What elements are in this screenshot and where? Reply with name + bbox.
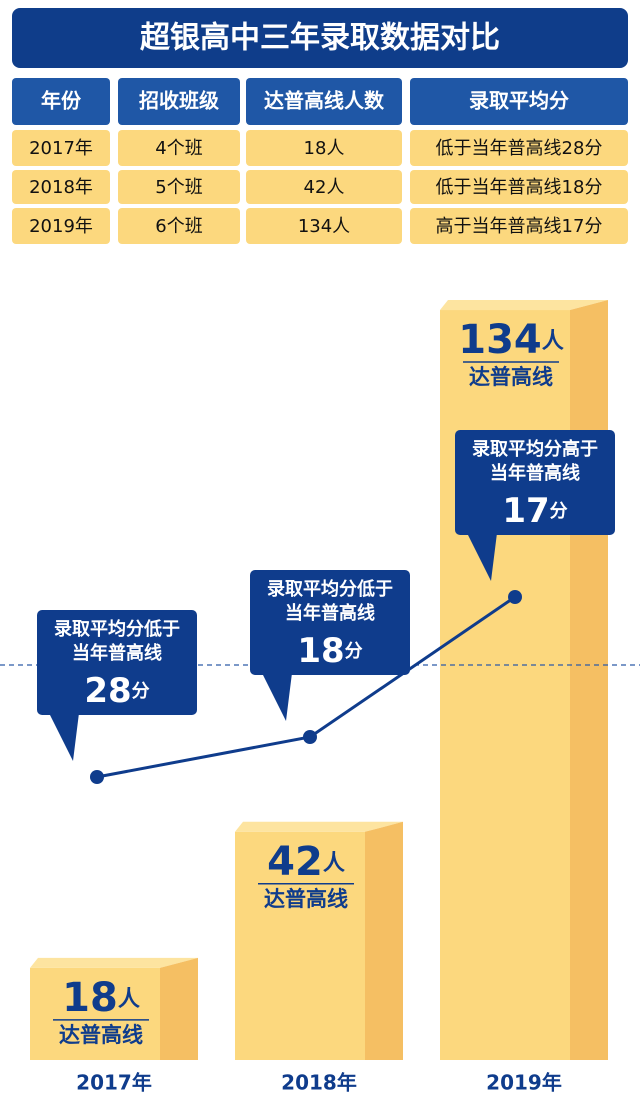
table-cell xyxy=(118,170,240,204)
table-cell xyxy=(12,170,110,204)
title-banner xyxy=(12,8,628,68)
callout-value: 17分 xyxy=(502,491,567,531)
bar-top xyxy=(235,821,403,832)
bar-side xyxy=(570,300,608,1060)
callout-text: 录取平均分低于 xyxy=(54,618,180,640)
bar xyxy=(235,831,365,1060)
table-cell-text: 2018年 xyxy=(29,177,93,198)
bar-unit: 人 xyxy=(323,851,345,876)
table-header-text: 录取平均分 xyxy=(469,89,569,113)
table-cell xyxy=(246,208,402,244)
bar-top xyxy=(30,957,198,968)
callout-tail xyxy=(262,673,292,721)
bar-value-label: 18人 xyxy=(62,975,140,1021)
table-header-text: 年份 xyxy=(41,89,82,113)
table-cell-text: 2017年 xyxy=(29,138,93,159)
callout-unit: 分 xyxy=(345,641,363,662)
table-cell xyxy=(12,208,110,244)
callout-box xyxy=(250,570,410,675)
table-header-cell xyxy=(12,78,110,125)
table-cell xyxy=(410,130,628,166)
callout-value: 18分 xyxy=(297,631,362,671)
x-tick-label: 2019年 xyxy=(486,1071,562,1095)
callout-box xyxy=(455,430,615,535)
bar-unit: 人 xyxy=(542,329,564,354)
table-cell-text: 低于当年普高线18分 xyxy=(436,177,603,198)
line-point xyxy=(508,590,522,604)
table-header-cell xyxy=(410,78,628,125)
callout-tail xyxy=(467,533,497,581)
bar-value-label: 42人 xyxy=(267,839,345,885)
callout-value: 28分 xyxy=(84,671,149,711)
table-header-text: 招收班级 xyxy=(139,89,219,113)
x-tick-label: 2017年 xyxy=(76,1071,152,1095)
table-cell xyxy=(410,208,628,244)
callout-text: 当年普高线 xyxy=(490,462,580,484)
table-cell xyxy=(246,130,402,166)
line-point xyxy=(303,730,317,744)
bar-side xyxy=(365,821,403,1060)
table-cell-text: 5个班 xyxy=(155,177,202,198)
bar xyxy=(440,310,570,1060)
table-cell-text: 4个班 xyxy=(155,138,202,159)
bar-top xyxy=(440,300,608,311)
table-header-cell xyxy=(118,78,240,125)
callout-number: 18 xyxy=(297,631,344,671)
table-cell xyxy=(12,130,110,166)
callout-text: 当年普高线 xyxy=(285,602,375,624)
bar-side xyxy=(160,957,198,1060)
table-cell-text: 高于当年普高线17分 xyxy=(436,216,603,237)
x-tick-label: 2018年 xyxy=(281,1071,357,1095)
bar-value: 42 xyxy=(267,839,323,885)
bar-value: 134 xyxy=(458,317,542,363)
table-cell xyxy=(410,170,628,204)
table-cell-text: 42人 xyxy=(304,177,345,198)
bar-value: 18 xyxy=(62,975,118,1021)
table-cell xyxy=(246,170,402,204)
callout-unit: 分 xyxy=(132,681,150,702)
table-cell-text: 2019年 xyxy=(29,216,93,237)
table-cell-text: 134人 xyxy=(298,216,350,237)
callout-text: 录取平均分高于 xyxy=(472,438,598,460)
table-header-text: 达普高线人数 xyxy=(264,89,385,113)
table-cell-text: 低于当年普高线28分 xyxy=(436,138,603,159)
bar-unit: 人 xyxy=(118,987,140,1012)
line-point xyxy=(90,770,104,784)
callout-tail xyxy=(49,713,79,761)
title: 超银高中三年录取数据对比 xyxy=(140,21,500,56)
table-header-cell xyxy=(246,78,402,125)
callout-number: 17 xyxy=(502,491,549,531)
bar xyxy=(30,967,160,1060)
bar-sublabel: 达普高线 xyxy=(264,887,348,911)
bar-sublabel: 达普高线 xyxy=(59,1023,143,1047)
table-cell-text: 18人 xyxy=(304,138,345,159)
callout-text: 录取平均分低于 xyxy=(267,578,393,600)
bar-sublabel: 达普高线 xyxy=(469,365,553,389)
table-cell xyxy=(118,208,240,244)
callout-box xyxy=(37,610,197,715)
table-cell-text: 6个班 xyxy=(155,216,202,237)
callout-number: 28 xyxy=(84,671,131,711)
bar-value-label: 134人 xyxy=(458,317,564,363)
callout-unit: 分 xyxy=(550,501,568,522)
table-cell xyxy=(118,130,240,166)
callout-text: 当年普高线 xyxy=(72,642,162,664)
